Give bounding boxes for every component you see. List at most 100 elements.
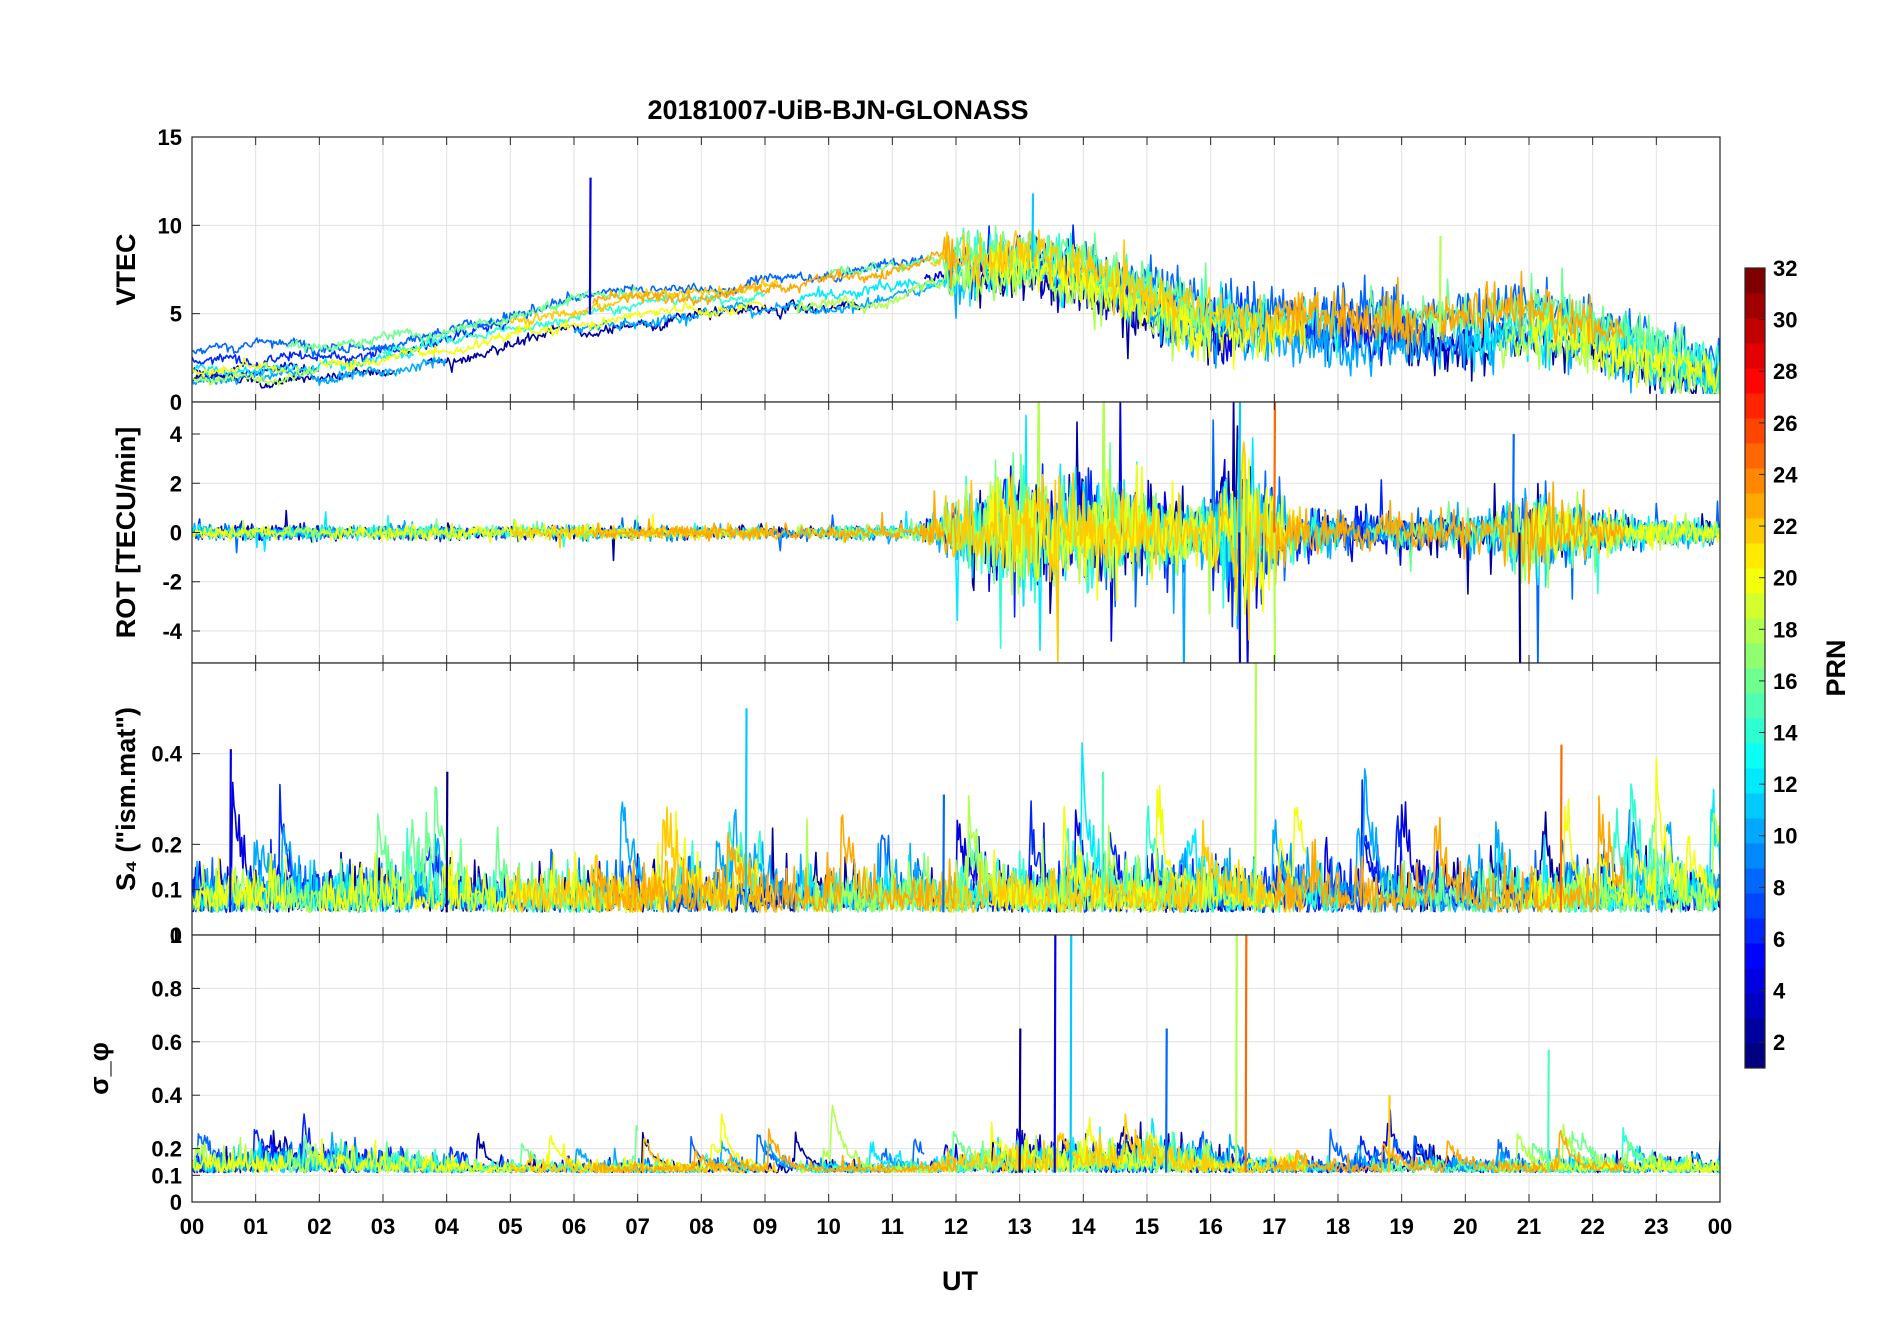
y-tick-label: 15 xyxy=(158,125,182,150)
x-axis-label: UT xyxy=(942,1266,978,1296)
y-tick-label: 10 xyxy=(158,213,182,238)
colorbar-segment xyxy=(1745,893,1765,919)
y-tick-label: -2 xyxy=(162,570,182,595)
colorbar-segment xyxy=(1745,843,1765,869)
series-line-prn-20 xyxy=(987,1117,1307,1174)
colorbar-segment xyxy=(1745,918,1765,944)
x-tick-label: 07 xyxy=(625,1214,649,1239)
spike-mark xyxy=(1018,1028,1022,1173)
y-axis-label-sigma: σ_φ xyxy=(84,1042,114,1095)
series-group xyxy=(192,402,1720,663)
spike-mark xyxy=(1235,935,1238,1173)
colorbar-tick-label: 26 xyxy=(1773,411,1797,436)
y-tick-label: 0 xyxy=(170,390,182,415)
series-line-prn-23 xyxy=(592,1128,957,1174)
y-tick-label: 0.2 xyxy=(151,832,182,857)
colorbar-label: PRN xyxy=(1821,639,1851,696)
colorbar-segment xyxy=(1745,968,1765,994)
series-group xyxy=(192,935,1720,1174)
colorbar-segment xyxy=(1745,318,1765,344)
spike-mark xyxy=(1238,402,1242,533)
y-axis-label-vtec: VTEC xyxy=(111,233,141,305)
colorbar-segment xyxy=(1745,818,1765,844)
series-line-prn-22 xyxy=(929,229,1307,352)
x-tick-label: 10 xyxy=(816,1214,840,1239)
spike-mark xyxy=(229,749,232,913)
y-tick-label: 0.1 xyxy=(151,1163,182,1188)
colorbar-segment xyxy=(1745,943,1765,969)
y-tick-label: 0 xyxy=(170,521,182,546)
colorbar-tick-label: 24 xyxy=(1773,462,1798,487)
colorbar-tick-label: 12 xyxy=(1773,772,1797,797)
panel-vtec: 0 5 10 15 VTEC xyxy=(111,125,1721,415)
y-tick-label: 0.4 xyxy=(151,1083,182,1108)
x-tick-label: 23 xyxy=(1644,1214,1668,1239)
y-tick-label: 1 xyxy=(170,923,182,948)
x-tick-label: 16 xyxy=(1198,1214,1222,1239)
colorbar-frame xyxy=(1744,267,1766,1069)
x-tick-label: 13 xyxy=(1007,1214,1031,1239)
x-tick-label: 05 xyxy=(498,1214,522,1239)
colorbar-tick-label: 22 xyxy=(1773,514,1797,539)
colorbar-segment xyxy=(1745,743,1765,769)
y-axis-label-rot: ROT [TECU/min] xyxy=(111,427,141,638)
series-line-prn-20 xyxy=(318,513,766,544)
series-line-prn-22 xyxy=(930,441,1307,663)
y-tick-label: 0.2 xyxy=(151,1137,182,1162)
series-line-prn-23 xyxy=(1273,795,1626,913)
spike-mark xyxy=(1244,935,1248,1173)
spike-mark xyxy=(1511,434,1515,533)
colorbar-tick-label: 16 xyxy=(1773,669,1797,694)
spike-mark xyxy=(1031,193,1035,262)
x-tick-label: 20 xyxy=(1453,1214,1477,1239)
colorbar-tick-label: 32 xyxy=(1773,256,1797,281)
series-line-prn-23 xyxy=(592,490,957,555)
colorbar-segment xyxy=(1745,518,1765,544)
series-line-prn-23 xyxy=(592,235,956,306)
x-tick-label: 04 xyxy=(434,1214,459,1239)
chart-title: 20181007-UiB-BJN-GLONASS xyxy=(647,95,1028,125)
spike-mark xyxy=(1546,1049,1550,1173)
colorbar-tick-label: 4 xyxy=(1773,979,1786,1004)
series-line-prn-20 xyxy=(192,524,287,543)
spike-mark xyxy=(744,708,748,913)
x-tick-label: 21 xyxy=(1517,1214,1541,1239)
spike-mark xyxy=(1053,935,1057,1173)
y-tick-label: -4 xyxy=(162,619,182,644)
series-group xyxy=(192,177,1720,395)
colorbar-tick-label: 18 xyxy=(1773,617,1797,642)
series-line-prn-23 xyxy=(1273,481,1626,585)
x-tick-label: 08 xyxy=(689,1214,713,1239)
colorbar-tick-label: 10 xyxy=(1773,824,1797,849)
spike-mark xyxy=(1273,532,1277,663)
x-tick-label: 09 xyxy=(753,1214,777,1239)
spike-mark xyxy=(1069,935,1073,1173)
colorbar-segment xyxy=(1745,293,1765,319)
spike-mark xyxy=(942,794,946,913)
x-tick-label: 06 xyxy=(562,1214,586,1239)
colorbar-segment xyxy=(1745,493,1765,519)
colorbar-segment xyxy=(1745,368,1765,394)
series-line-prn-20 xyxy=(987,784,1307,914)
x-tick-label: 19 xyxy=(1389,1214,1413,1239)
spike-mark xyxy=(1238,532,1242,663)
colorbar-segment xyxy=(1745,868,1765,894)
x-tick-labels: 00 01 02 03 04 05 06 07 08 09 10 11 12 13 14 15 16 17 18 19… xyxy=(180,1214,1732,1239)
spike-mark xyxy=(1273,402,1277,533)
colorbar-segment xyxy=(1745,393,1765,419)
spike-mark xyxy=(1254,663,1257,913)
series-line-prn-22 xyxy=(930,1113,1307,1174)
series-line-prn-16 xyxy=(1369,817,1689,914)
y-tick-label: 0 xyxy=(170,923,182,948)
spike-mark xyxy=(1164,1028,1168,1173)
series-line-prn-18 xyxy=(1496,314,1720,395)
series-line-prn-22 xyxy=(509,1138,778,1174)
spike-mark xyxy=(588,177,592,315)
x-tick-label: 03 xyxy=(371,1214,395,1239)
colorbar-segment xyxy=(1745,793,1765,819)
series-line-prn-23 xyxy=(1273,270,1626,355)
series-line-prn-23 xyxy=(592,814,957,914)
